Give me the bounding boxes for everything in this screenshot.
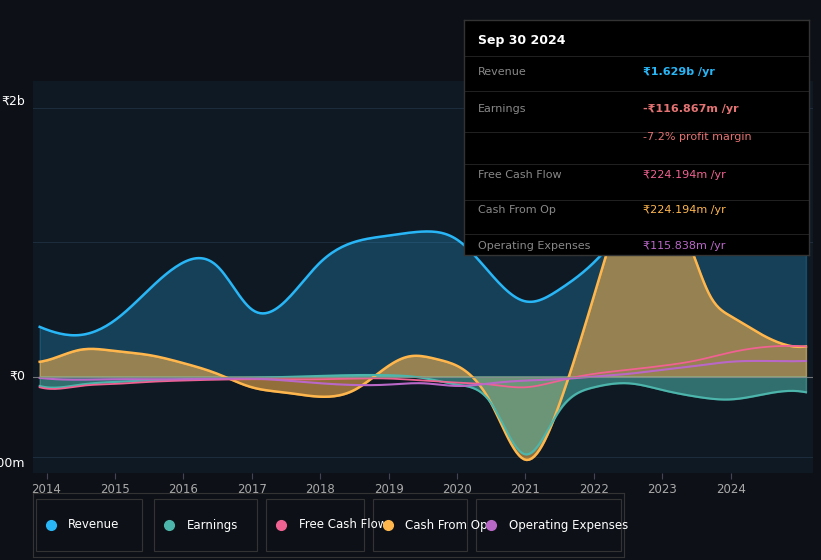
Text: ₹1.629b /yr: ₹1.629b /yr [643,67,715,77]
Text: Operating Expenses: Operating Expenses [509,519,628,531]
Text: Cash From Op: Cash From Op [406,519,488,531]
Text: ₹0: ₹0 [9,370,25,383]
Text: ₹224.194m /yr: ₹224.194m /yr [643,170,726,180]
Text: Revenue: Revenue [68,519,120,531]
Text: Earnings: Earnings [478,104,526,114]
Text: Cash From Op: Cash From Op [478,206,556,216]
Text: -₹116.867m /yr: -₹116.867m /yr [643,104,739,114]
Text: Free Cash Flow: Free Cash Flow [299,519,388,531]
Text: Free Cash Flow: Free Cash Flow [478,170,562,180]
Text: Revenue: Revenue [478,67,526,77]
Text: ₹2b: ₹2b [2,95,25,108]
Text: ₹224.194m /yr: ₹224.194m /yr [643,206,726,216]
Text: ₹115.838m /yr: ₹115.838m /yr [643,241,726,251]
Text: Earnings: Earnings [186,519,238,531]
Text: -7.2% profit margin: -7.2% profit margin [643,133,752,142]
Text: Operating Expenses: Operating Expenses [478,241,590,251]
Text: -₹600m: -₹600m [0,457,25,470]
Text: Sep 30 2024: Sep 30 2024 [478,34,565,46]
